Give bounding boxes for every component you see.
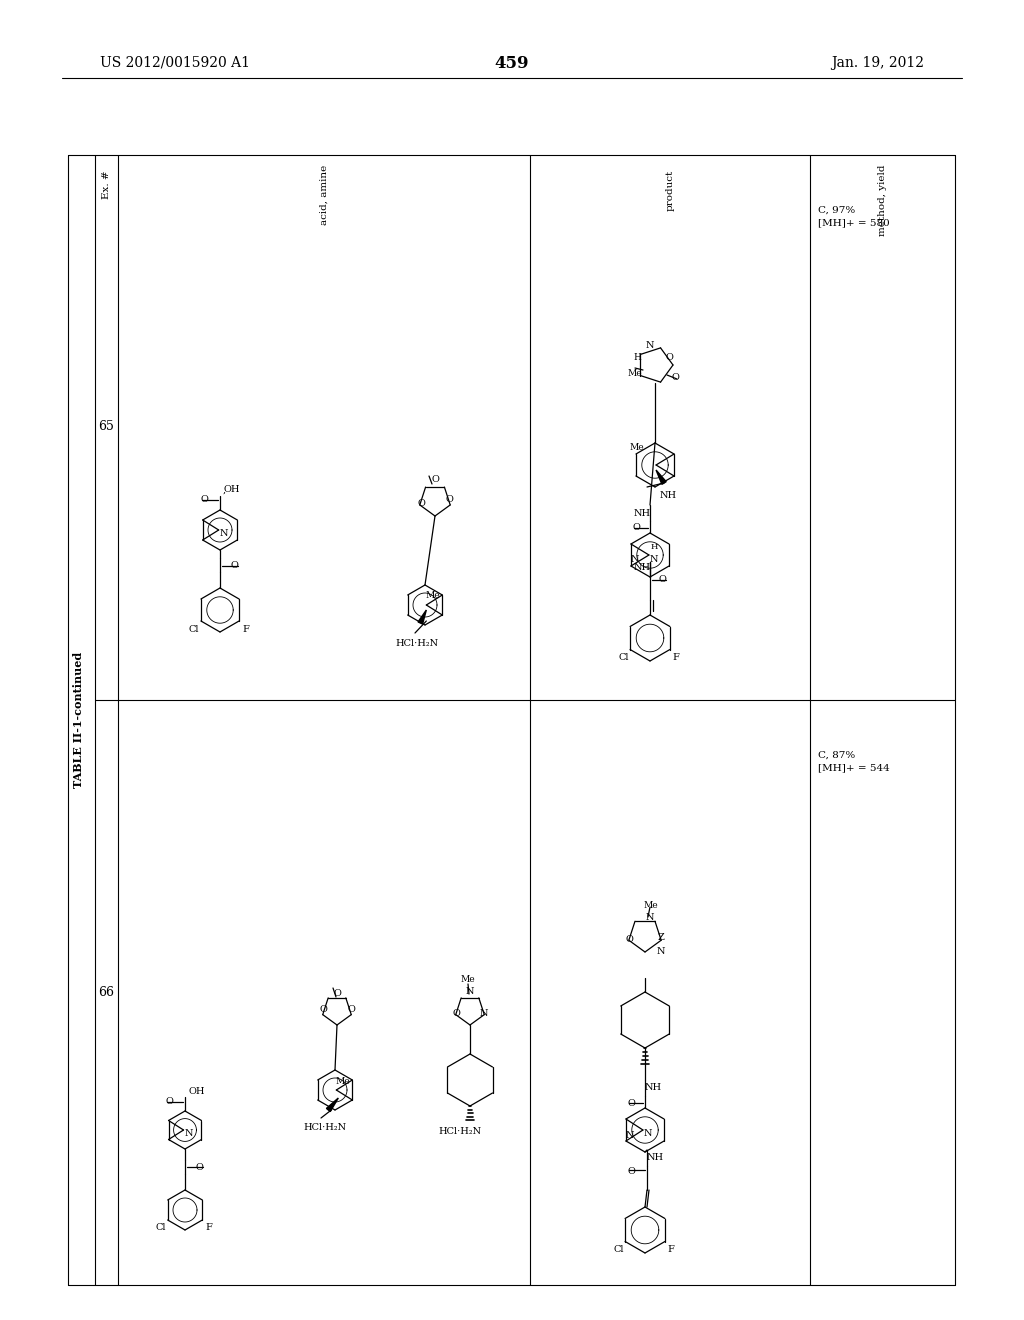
Text: Me: Me [630,442,644,451]
Text: Cl: Cl [613,1246,625,1254]
Polygon shape [656,470,667,484]
Text: HCl·H₂N: HCl·H₂N [438,1127,481,1137]
Text: 66: 66 [98,986,115,998]
Text: product: product [666,169,675,211]
Text: O: O [627,1167,635,1176]
Text: C, 87%: C, 87% [818,751,855,759]
Text: O: O [230,561,238,569]
Text: Cl: Cl [618,652,630,661]
Text: O: O [417,499,425,507]
Text: N: N [649,556,658,565]
Text: NH: NH [659,491,677,499]
Text: [MH]+ = 544: [MH]+ = 544 [818,763,890,772]
Text: O: O [195,1163,203,1172]
Text: O: O [665,352,673,362]
Text: O: O [431,475,439,484]
Polygon shape [327,1098,338,1111]
Text: F: F [673,652,680,661]
Text: O: O [625,936,633,945]
Text: OH: OH [188,1088,205,1097]
Text: Me: Me [628,368,642,378]
Polygon shape [418,610,426,624]
Text: O: O [333,989,341,998]
Text: N: N [466,987,474,997]
Text: TABLE II-1-continued: TABLE II-1-continued [73,652,84,788]
Text: H: H [633,352,641,362]
Text: O: O [165,1097,173,1106]
Text: NH: NH [634,508,650,517]
Text: [MH]+ = 580: [MH]+ = 580 [818,219,890,227]
Text: method, yield: method, yield [878,164,887,236]
Text: Z: Z [657,933,665,942]
Text: N: N [184,1130,193,1138]
Text: NH: NH [646,1154,664,1163]
Text: 459: 459 [495,54,529,71]
Text: H: H [650,543,657,550]
Text: F: F [668,1246,675,1254]
Text: O: O [658,576,666,585]
Text: HCl·H₂N: HCl·H₂N [395,639,438,648]
Text: Cl: Cl [156,1222,166,1232]
Text: Me: Me [336,1077,350,1086]
Text: Me: Me [426,590,440,599]
Text: O: O [200,495,208,504]
Text: O: O [671,372,679,381]
Text: N: N [644,1130,652,1138]
Text: ,: , [222,486,225,495]
Text: O: O [627,1098,635,1107]
Text: NH: NH [634,564,650,573]
Text: HCl·H₂N: HCl·H₂N [303,1123,346,1133]
Text: NH: NH [644,1084,662,1093]
Text: US 2012/0015920 A1: US 2012/0015920 A1 [100,55,250,70]
Text: N: N [646,912,654,921]
Text: acid, amine: acid, amine [319,165,329,226]
Text: Jan. 19, 2012: Jan. 19, 2012 [831,55,924,70]
Text: F: F [243,624,250,634]
Text: N: N [646,341,654,350]
Text: Ex. #: Ex. # [102,170,111,199]
Text: O: O [347,1006,355,1015]
Text: N: N [480,1008,488,1018]
Text: O: O [452,1008,460,1018]
Text: N: N [631,556,639,565]
Text: 65: 65 [98,421,115,433]
Text: O: O [445,495,453,504]
Text: C, 97%: C, 97% [818,206,855,214]
Text: O: O [632,524,640,532]
Text: OH: OH [224,486,241,495]
Text: N: N [219,529,228,539]
Text: Me: Me [644,900,658,909]
Text: N: N [626,1130,634,1139]
Text: O: O [319,1006,327,1015]
Text: Cl: Cl [188,624,200,634]
Text: F: F [206,1222,212,1232]
Text: Me: Me [461,975,475,985]
Text: N: N [656,946,666,956]
